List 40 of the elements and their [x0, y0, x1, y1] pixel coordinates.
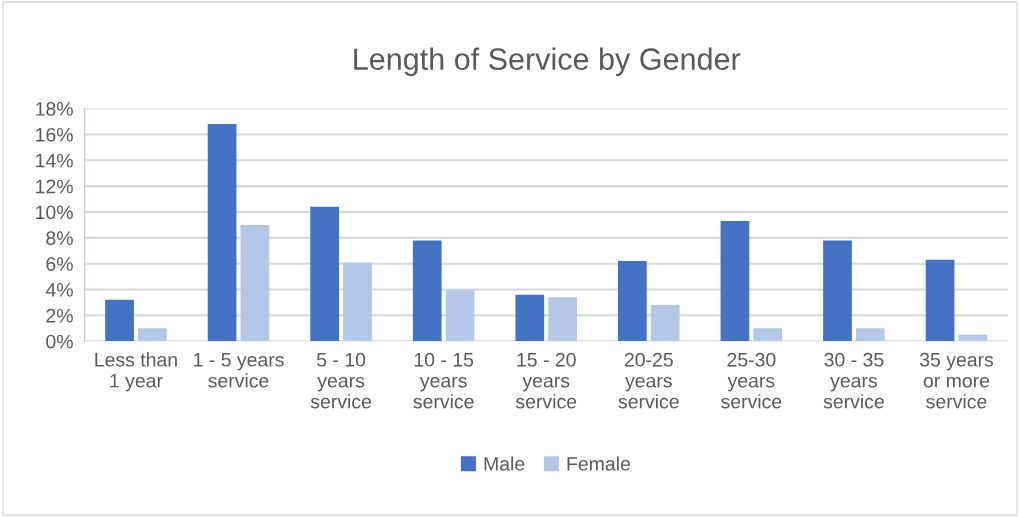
x-tick-label: 5 - 10 years service [310, 352, 372, 409]
x-tick-label: 15 - 20 years service [515, 352, 577, 409]
y-tick-label: 12% [36, 179, 73, 194]
x-tick-label: Less than 1 year [95, 352, 177, 392]
legend-label: Female [567, 456, 630, 471]
bar [515, 294, 545, 342]
bar [445, 289, 475, 342]
bar [137, 328, 167, 342]
y-tick-label: 10% [36, 205, 73, 220]
bar [753, 328, 783, 342]
bar [958, 334, 988, 342]
bar [548, 297, 577, 342]
bar [720, 221, 750, 342]
x-tick-label: 1 - 5 years service [194, 353, 284, 388]
y-tick-label: 8% [46, 231, 73, 246]
y-tick-label: 6% [46, 257, 73, 271]
bar [823, 240, 852, 342]
bar [925, 259, 955, 342]
x-tick-label: 35 years or more service [919, 352, 994, 409]
chart-title: Length of Service by Gender [354, 47, 741, 77]
bar [412, 240, 442, 342]
bar [207, 124, 237, 342]
x-tick-label: 20-25 years service [618, 352, 679, 409]
y-tick-label: 18% [36, 102, 73, 116]
bar [650, 305, 680, 342]
legend-label: Male [484, 456, 525, 471]
bar [343, 262, 372, 342]
y-tick-label: 4% [45, 283, 73, 297]
bar [240, 224, 270, 342]
x-tick-label: 30 - 35 years service [823, 352, 884, 409]
x-tick-label: 10 - 15 years service [413, 352, 474, 409]
bar [855, 328, 885, 342]
y-tick-label: 14% [36, 153, 73, 168]
bar [310, 206, 340, 342]
x-tick-label: 25-30 years service [721, 352, 782, 409]
y-tick-label: 0% [46, 334, 73, 349]
y-tick-label: 2% [46, 308, 73, 323]
bar [105, 299, 134, 342]
y-tick-label: 16% [36, 127, 73, 142]
bar [618, 261, 647, 342]
